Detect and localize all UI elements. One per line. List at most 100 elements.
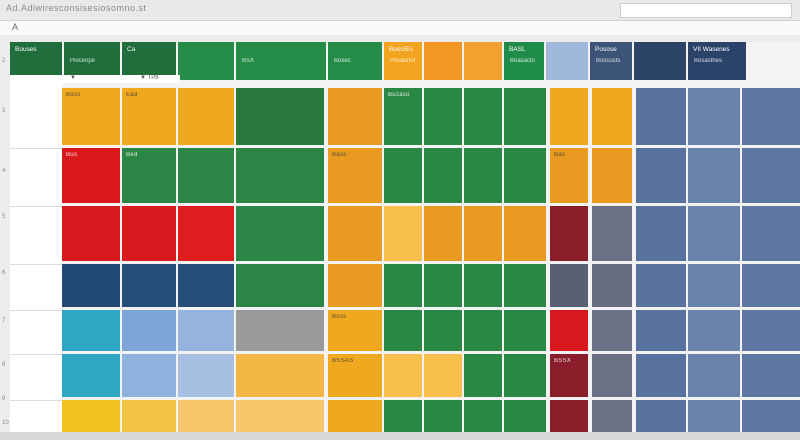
cell-r2-c7[interactable] [424, 148, 462, 203]
cell-r3-c2[interactable] [122, 206, 176, 261]
cell-r6-c13[interactable] [688, 354, 740, 397]
cell-r7-c8[interactable] [464, 400, 502, 437]
cell-r1-c3[interactable] [178, 88, 234, 145]
cell-r7-c11[interactable] [592, 400, 632, 437]
cell-r7-c12[interactable] [636, 400, 686, 437]
horizontal-scrollbar[interactable] [0, 432, 800, 440]
cell-r5-c5[interactable]: Boss [328, 310, 382, 351]
cell-r7-c10[interactable] [550, 400, 588, 437]
cell-r3-c11[interactable] [592, 206, 632, 261]
cell-r3-c1[interactable] [62, 206, 120, 261]
cell-r4-c14[interactable] [742, 264, 800, 307]
cell-r1-c6[interactable]: Buzaso [384, 88, 422, 145]
cell-r7-c14[interactable] [742, 400, 800, 437]
header-cell-h12[interactable]: Posose Boscusts [590, 42, 632, 80]
cell-r5-c13[interactable] [688, 310, 740, 351]
cell-r5-c1[interactable] [62, 310, 120, 351]
cell-r4-c13[interactable] [688, 264, 740, 307]
header-cell-h10[interactable]: BASL Boasacto [504, 42, 544, 80]
cell-r7-c5[interactable] [328, 400, 382, 437]
cell-r3-c7[interactable] [424, 206, 462, 261]
cell-r3-c9[interactable] [504, 206, 546, 261]
cell-r2-c8[interactable] [464, 148, 502, 203]
header-cell-h8[interactable] [424, 42, 462, 80]
cell-r6-c5[interactable]: BSSAS [328, 354, 382, 397]
cell-r4-c4[interactable] [236, 264, 324, 307]
cell-r4-c8[interactable] [464, 264, 502, 307]
cell-r3-c14[interactable] [742, 206, 800, 261]
cell-r4-c11[interactable] [592, 264, 632, 307]
cell-r1-c4[interactable] [236, 88, 324, 145]
header-cell-h7[interactable]: Boss/Es Pouasnor [384, 42, 422, 80]
cell-r2-c11[interactable] [592, 148, 632, 203]
cell-r5-c8[interactable] [464, 310, 502, 351]
header-cell-h5[interactable]: BSX [236, 42, 326, 80]
cell-r5-c6[interactable] [384, 310, 422, 351]
cell-r1-c9[interactable] [504, 88, 546, 145]
cell-r2-c4[interactable] [236, 148, 324, 203]
cell-r6-c10[interactable]: BSSX [550, 354, 588, 397]
filter-right[interactable]: ▼ ТР8 [140, 75, 159, 81]
cell-r6-c3[interactable] [178, 354, 234, 397]
header-cell-h1[interactable]: Bouses [10, 42, 62, 76]
cell-r4-c3[interactable] [178, 264, 234, 307]
cell-r3-c12[interactable] [636, 206, 686, 261]
cell-r4-c9[interactable] [504, 264, 546, 307]
cell-r3-c3[interactable] [178, 206, 234, 261]
cell-r1-c8[interactable] [464, 88, 502, 145]
header-cell-h9[interactable] [464, 42, 502, 80]
cell-r2-c3[interactable] [178, 148, 234, 203]
cell-r1-c12[interactable] [636, 88, 686, 145]
cell-r4-c6[interactable] [384, 264, 422, 307]
cell-r5-c11[interactable] [592, 310, 632, 351]
cell-r7-c1[interactable] [62, 400, 120, 437]
header-cell-h14[interactable]: VII Wasenes Bosasthes [688, 42, 746, 80]
cell-r1-c2[interactable]: Ead [122, 88, 176, 145]
cell-r4-c7[interactable] [424, 264, 462, 307]
cell-r3-c4[interactable] [236, 206, 324, 261]
cell-r6-c11[interactable] [592, 354, 632, 397]
cell-r1-c5[interactable] [328, 88, 382, 145]
cell-r2-c2[interactable]: Bed [122, 148, 176, 203]
formula-bar[interactable]: A [0, 21, 800, 36]
cell-r2-c14[interactable] [742, 148, 800, 203]
header-cell-h2[interactable]: Piocenpe [64, 42, 120, 76]
cell-r1-c14[interactable] [742, 88, 800, 145]
header-cell-h11[interactable] [546, 42, 588, 80]
cell-r3-c6[interactable] [384, 206, 422, 261]
cell-r2-c5[interactable]: Bass [328, 148, 382, 203]
cell-r2-c10[interactable]: Bas [550, 148, 588, 203]
cell-r7-c2[interactable] [122, 400, 176, 437]
cell-r6-c6[interactable] [384, 354, 422, 397]
cell-r1-c1[interactable]: Boss [62, 88, 120, 145]
cell-r6-c4[interactable] [236, 354, 324, 397]
cell-r6-c7[interactable] [424, 354, 462, 397]
cell-r1-c7[interactable] [424, 88, 462, 145]
cell-r5-c4[interactable] [236, 310, 324, 351]
cell-r4-c2[interactable] [122, 264, 176, 307]
cell-r3-c13[interactable] [688, 206, 740, 261]
header-cell-h4[interactable] [178, 42, 234, 80]
cell-r6-c14[interactable] [742, 354, 800, 397]
cell-r5-c12[interactable] [636, 310, 686, 351]
filter-left[interactable]: ▼ [70, 75, 76, 81]
cell-r1-c10[interactable] [550, 88, 588, 145]
header-cell-h3[interactable]: Ca [122, 42, 176, 76]
cell-r6-c1[interactable] [62, 354, 120, 397]
cell-r5-c2[interactable] [122, 310, 176, 351]
header-cell-h13[interactable] [634, 42, 686, 80]
cell-r7-c7[interactable] [424, 400, 462, 437]
cell-r1-c11[interactable] [592, 88, 632, 145]
cell-r4-c1[interactable] [62, 264, 120, 307]
header-cell-h6[interactable]: Boxec [328, 42, 382, 80]
cell-r2-c9[interactable] [504, 148, 546, 203]
cell-r3-c8[interactable] [464, 206, 502, 261]
cell-r5-c3[interactable] [178, 310, 234, 351]
cell-r6-c12[interactable] [636, 354, 686, 397]
cell-r5-c7[interactable] [424, 310, 462, 351]
cell-r3-c5[interactable] [328, 206, 382, 261]
cell-r7-c6[interactable] [384, 400, 422, 437]
cell-r5-c9[interactable] [504, 310, 546, 351]
cell-r7-c13[interactable] [688, 400, 740, 437]
cell-r6-c2[interactable] [122, 354, 176, 397]
